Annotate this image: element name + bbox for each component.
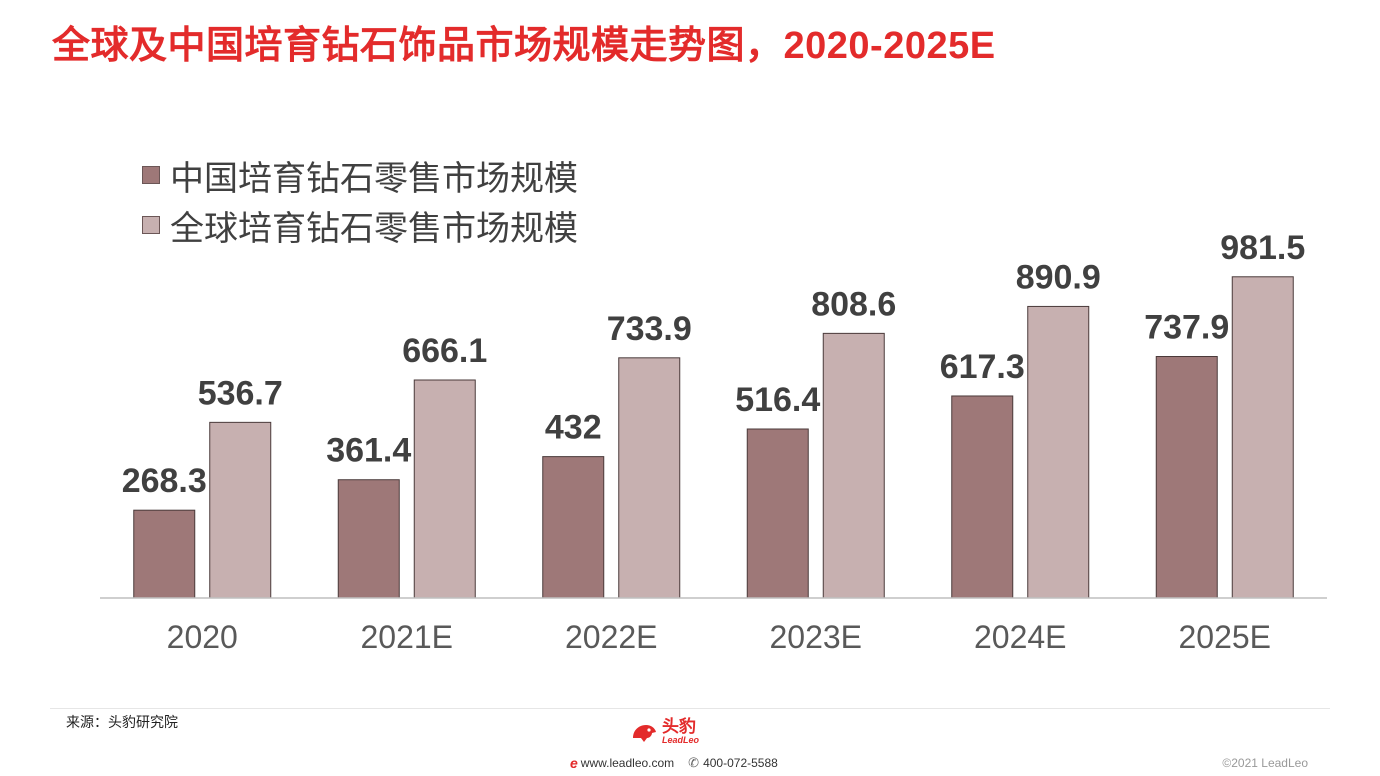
x-tick-label-2023E: 2023E	[769, 619, 862, 655]
phone-icon: ✆	[688, 755, 700, 770]
legend-label-global: 全球培育钻石零售市场规模	[170, 208, 578, 249]
data-label-china-2023E: 516.4	[735, 381, 820, 419]
data-label-china-2025E: 737.9	[1144, 309, 1229, 347]
data-label-china-2022E: 432	[545, 409, 602, 447]
legend-item-global: 全球培育钻石零售市场规模	[142, 200, 578, 250]
bar-china-2025E	[1155, 356, 1218, 599]
x-tick-label-2025E: 2025E	[1178, 619, 1271, 655]
bar-global-2021E	[413, 379, 476, 599]
data-label-global-2025E: 981.5	[1220, 229, 1305, 267]
bar-china-2021E	[337, 479, 400, 599]
data-label-china-2020: 268.3	[122, 462, 207, 500]
source-note: 来源：头豹研究院	[66, 715, 178, 731]
bar-global-2020	[209, 421, 272, 599]
bar-global-2025E	[1231, 276, 1294, 599]
website-link[interactable]: www.leadleo.com	[580, 756, 675, 770]
data-label-global-2024E: 890.9	[1016, 258, 1101, 296]
data-label-global-2022E: 733.9	[607, 310, 692, 348]
phone-number: 400-072-5588	[703, 756, 778, 770]
bar-china-2023E	[746, 428, 809, 599]
x-tick-label-2020: 2020	[167, 619, 238, 655]
bar-global-2023E	[822, 332, 885, 599]
data-label-global-2021E: 666.1	[402, 332, 487, 370]
bar-global-2024E	[1027, 305, 1090, 599]
web-icon: e	[570, 755, 578, 771]
data-label-china-2024E: 617.3	[940, 348, 1025, 386]
chart-legend: 中国培育钻石零售市场规模 全球培育钻石零售市场规模	[142, 150, 578, 250]
data-label-china-2021E: 361.4	[326, 432, 411, 470]
legend-item-china: 中国培育钻石零售市场规模	[142, 150, 578, 200]
page-title: 全球及中国培育钻石饰品市场规模走势图，2020-2025E	[52, 25, 996, 67]
legend-swatch-china	[142, 166, 160, 184]
leopard-logo-icon	[633, 725, 656, 742]
x-tick-label-2022E: 2022E	[565, 619, 658, 655]
logo-en-text: LeadLeo	[662, 735, 700, 745]
logo-cn-text: 头豹	[662, 717, 696, 737]
copyright: ©2021 LeadLeo	[1222, 756, 1308, 770]
x-tick-label-2024E: 2024E	[974, 619, 1067, 655]
bar-china-2024E	[951, 395, 1014, 599]
footer-contacts: e www.leadleo.com ✆ 400-072-5588	[570, 755, 778, 771]
bar-global-2022E	[618, 357, 681, 599]
footer-divider	[50, 708, 1330, 709]
bar-chart: 268.3 536.7 2020 361.4 666.1 2021E 432 733.9 202…	[100, 229, 1327, 655]
bar-china-2020	[133, 509, 196, 599]
data-label-global-2020: 536.7	[198, 374, 283, 412]
legend-label-china: 中国培育钻石零售市场规模	[170, 158, 578, 199]
legend-swatch-global	[142, 216, 160, 234]
footer-logo: 头豹 LeadLeo	[630, 718, 699, 746]
bar-china-2022E	[542, 456, 605, 599]
x-tick-label-2021E: 2021E	[360, 619, 453, 655]
data-label-global-2023E: 808.6	[811, 285, 896, 323]
